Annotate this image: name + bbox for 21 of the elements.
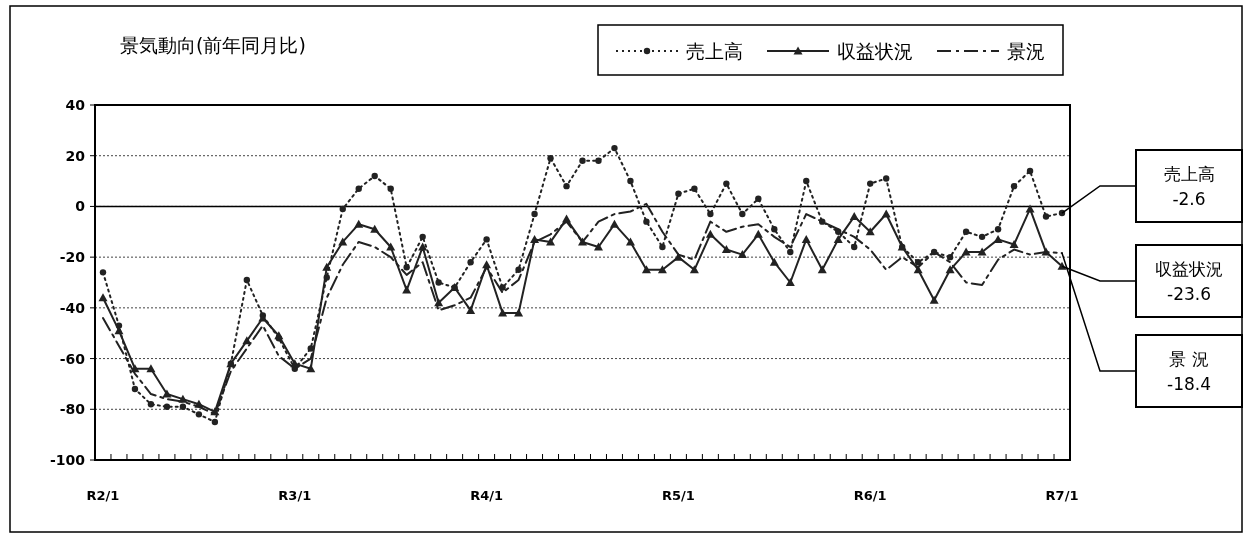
y-tick-label: -80: [59, 401, 86, 418]
x-tick-label: R5/1: [661, 488, 695, 503]
x-tick-label: R7/1: [1045, 488, 1079, 503]
annotation: 売上高 -2.6: [1061, 149, 1243, 223]
x-tick-label: R4/1: [470, 488, 504, 503]
y-tick-label: 40: [65, 97, 86, 113]
y-tick-label: -40: [59, 299, 86, 316]
y-tick-label: -60: [59, 350, 86, 367]
legend-label: 収益状況: [837, 40, 913, 62]
x-tick-label: R2/1: [86, 488, 120, 503]
legend-label: 売上高: [686, 40, 743, 62]
x-tick-label: R6/1: [853, 488, 887, 503]
x-tick-label: R3/1: [278, 488, 312, 503]
legend-label: 景況: [1007, 40, 1045, 62]
chart-title: 景気動向(前年同月比): [120, 34, 306, 56]
y-tick-label: 20: [65, 147, 86, 164]
annotation: 収益状況 -23.6: [1155, 259, 1223, 304]
y-tick-label: -100: [49, 452, 86, 468]
annotation: 収益状況 -23.6: [1061, 244, 1243, 318]
y-tick-label: -20: [59, 249, 86, 266]
y-tick-label: 0: [75, 198, 86, 215]
